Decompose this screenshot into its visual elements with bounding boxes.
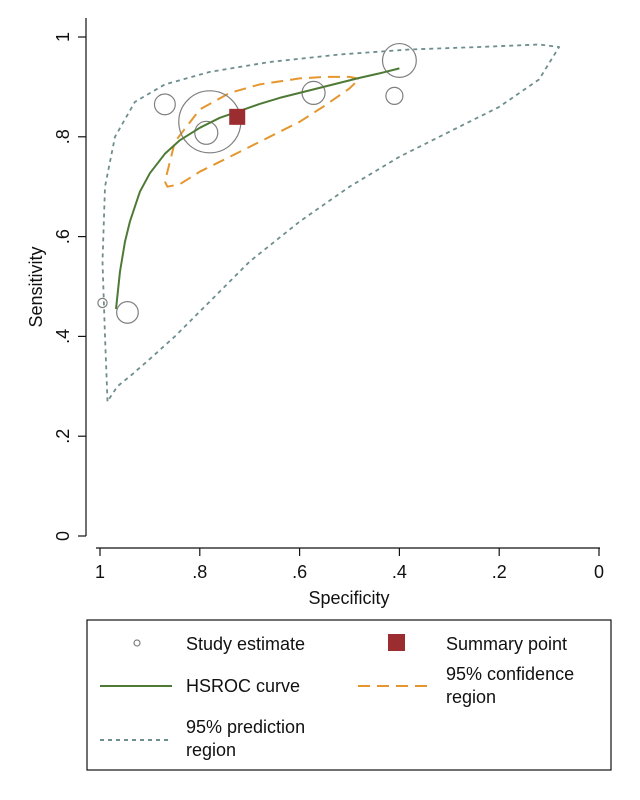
y-tick-label: .6 xyxy=(53,229,73,244)
y-axis-ticks: 0 .2 .4 .6 .8 1 xyxy=(53,32,86,541)
study-estimate-point xyxy=(153,93,176,116)
study-estimate-point xyxy=(97,297,108,309)
x-axis-title: Specificity xyxy=(308,588,389,608)
legend-confidence-label-2: region xyxy=(446,687,496,707)
study-estimate-point xyxy=(385,86,404,105)
legend-prediction-label-1: 95% prediction xyxy=(186,717,305,737)
x-axis-ticks: 1 .8 .6 .4 .2 0 xyxy=(95,548,604,582)
x-tick-label: .2 xyxy=(492,562,507,582)
x-tick-label: 0 xyxy=(594,562,604,582)
plot-area: 0 .2 .4 .6 .8 1 1 .8 .6 .4 .2 0 Sensitivity Specif… xyxy=(26,18,604,608)
legend-prediction-label-2: region xyxy=(186,740,236,760)
prediction-region xyxy=(101,43,560,402)
y-axis-title: Sensitivity xyxy=(26,246,46,327)
study-estimate-point xyxy=(194,120,219,145)
legend: Study estimate Summary point HSROC curve… xyxy=(86,619,612,771)
legend-confidence-label-1: 95% confidence xyxy=(446,664,574,684)
x-tick-label: .6 xyxy=(292,562,307,582)
study-estimate-point xyxy=(381,42,417,78)
x-tick-label: 1 xyxy=(95,562,105,582)
legend-study-label: Study estimate xyxy=(186,634,305,654)
y-tick-label: .4 xyxy=(53,329,73,344)
legend-hsroc-label: HSROC curve xyxy=(186,676,300,696)
study-estimate-point xyxy=(116,301,139,324)
study-estimate-point xyxy=(301,80,326,105)
y-tick-label: .8 xyxy=(53,129,73,144)
legend-summary-label: Summary point xyxy=(446,634,567,654)
confidence-region xyxy=(163,75,361,188)
y-tick-label: 1 xyxy=(53,32,73,42)
series-layer xyxy=(97,42,560,402)
summary-point xyxy=(229,108,246,125)
hsroc-curve xyxy=(115,67,400,310)
y-tick-label: 0 xyxy=(53,531,73,541)
legend-summary-marker xyxy=(388,634,405,651)
x-tick-label: .4 xyxy=(392,562,407,582)
y-tick-label: .2 xyxy=(53,429,73,444)
legend-box xyxy=(86,619,612,771)
legend-study-marker xyxy=(133,639,141,647)
x-tick-label: .8 xyxy=(192,562,207,582)
